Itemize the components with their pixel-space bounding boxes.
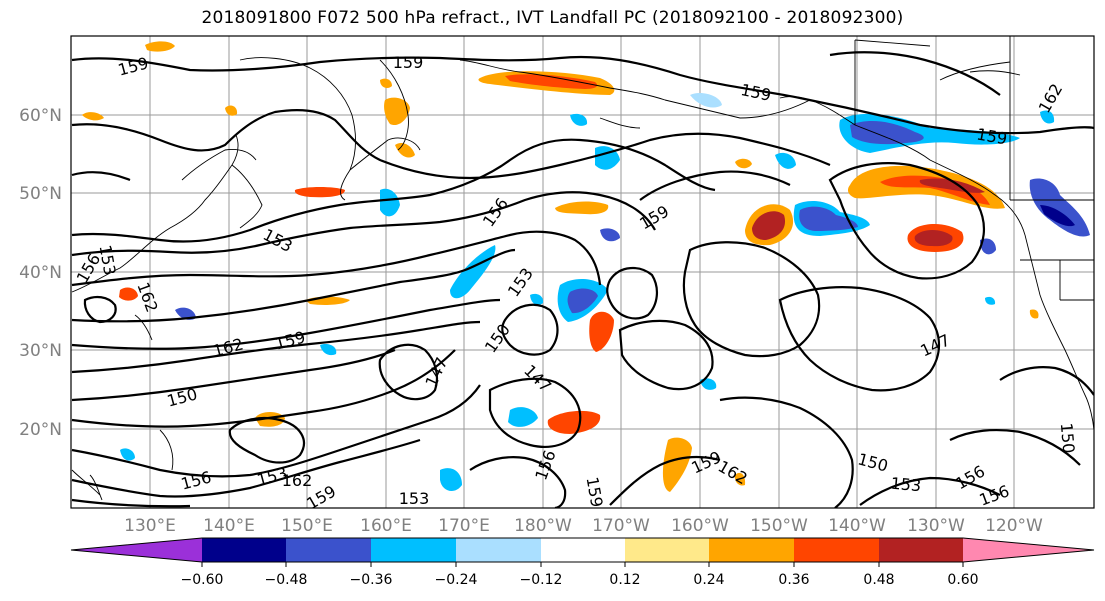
longitude-label: 120°W bbox=[985, 516, 1043, 536]
colorbar-tick-label: −0.60 bbox=[181, 572, 224, 588]
longitude-labels: 130°E 140°E 150°E 160°E 170°E 180°W 170°W 160°W… bbox=[124, 516, 1043, 536]
contour-label: 150 bbox=[1057, 422, 1079, 454]
contour-label-text: 162 bbox=[282, 471, 313, 490]
colorbar: −0.60 −0.48 −0.36 −0.24 −0.12 0.12 0.24 0.36 0.4… bbox=[70, 537, 1095, 588]
colorbar-segment bbox=[202, 538, 286, 562]
longitude-label: 140°E bbox=[203, 516, 255, 536]
colorbar-segment bbox=[371, 538, 456, 562]
longitude-label: 130°W bbox=[907, 516, 965, 536]
colorbar-segment bbox=[71, 538, 202, 562]
colorbar-segment bbox=[963, 538, 1094, 562]
colorbar-tick-label: 0.24 bbox=[693, 572, 724, 588]
longitude-label: 180°W bbox=[514, 516, 572, 536]
latitude-label: 30°N bbox=[19, 341, 62, 361]
colorbar-segment bbox=[879, 538, 963, 562]
colorbar-tick-label: −0.24 bbox=[435, 572, 478, 588]
colorbar-tick-label: 0.12 bbox=[609, 572, 640, 588]
contour-label-text: 153 bbox=[890, 474, 922, 496]
contour-label: 162 bbox=[282, 471, 313, 490]
longitude-label: 150°W bbox=[750, 516, 808, 536]
longitude-label: 170°E bbox=[438, 516, 490, 536]
latitude-label: 20°N bbox=[19, 420, 62, 440]
colorbar-tick-label: 0.36 bbox=[778, 572, 809, 588]
contour-label-text: 153 bbox=[399, 489, 430, 508]
colorbar-segment bbox=[456, 538, 541, 562]
colorbar-segment bbox=[286, 538, 371, 562]
longitude-label: 160°E bbox=[360, 516, 412, 536]
longitude-label: 170°W bbox=[592, 516, 650, 536]
longitude-label: 150°E bbox=[281, 516, 333, 536]
contour-label-text: 159 bbox=[393, 53, 424, 72]
contour-label: 153 bbox=[399, 489, 430, 508]
colorbar-segment bbox=[709, 538, 794, 562]
map-border bbox=[70, 35, 1095, 509]
longitude-label: 160°W bbox=[671, 516, 729, 536]
colorbar-segment bbox=[794, 538, 879, 562]
refractivity-shading bbox=[82, 41, 1090, 492]
colorbar-tick-label: −0.48 bbox=[265, 572, 308, 588]
longitude-label: 130°E bbox=[124, 516, 176, 536]
longitude-label: 140°W bbox=[828, 516, 886, 536]
colorbar-tick-label: −0.12 bbox=[520, 572, 563, 588]
latitude-labels: 60°N 50°N 40°N 30°N 20°N bbox=[19, 106, 62, 440]
contour-label: 153 bbox=[890, 474, 922, 496]
height-contours bbox=[71, 51, 1094, 508]
latitude-label: 50°N bbox=[19, 184, 62, 204]
colorbar-segment bbox=[541, 538, 625, 562]
colorbar-tick-label: −0.36 bbox=[350, 572, 393, 588]
contour-label-text: 150 bbox=[1057, 422, 1079, 454]
colorbar-segment bbox=[625, 538, 709, 562]
colorbar-tick-label: 0.60 bbox=[947, 572, 978, 588]
latitude-label: 60°N bbox=[19, 106, 62, 126]
latitude-label: 40°N bbox=[19, 263, 62, 283]
colorbar-tick-label: 0.48 bbox=[863, 572, 894, 588]
shading-patch-positive bbox=[82, 41, 1039, 492]
map-title: 2018091800 F072 500 hPa refract., IVT La… bbox=[201, 8, 904, 28]
shading-patch-negative bbox=[120, 93, 1090, 492]
contour-label: 159 bbox=[393, 53, 424, 72]
